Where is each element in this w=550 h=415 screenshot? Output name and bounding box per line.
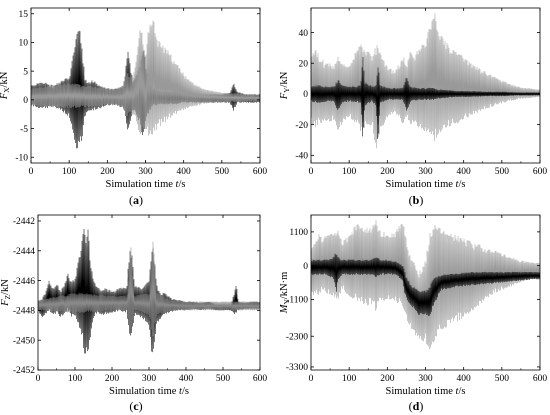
x-tick-label: 600 [253,167,268,177]
x-tick-label: 300 [418,374,433,384]
x-tick-label: 100 [68,374,83,384]
x-axis-label: Simulation time t/s [386,386,466,397]
x-tick-label: 600 [253,374,268,384]
y-tick-label: -2444 [13,247,35,257]
x-tick-label: 200 [105,374,120,384]
y-tick-label: -2446 [13,277,35,287]
panel-label: (c) [129,399,142,413]
y-axis-label: FX/kN [0,71,11,100]
chart-panel-a: 0 100 200 300 400 500 600 -10 -5 0 5 10 15 Simulation… [0,7,268,207]
x-tick-label: 300 [418,167,433,177]
y-tick-label: -3300 [286,363,308,373]
y-axis-label: FY/kN [279,71,291,100]
y-axis-label: FZ/kN [0,279,12,307]
chart-panel-c: 0 100 200 300 400 500 600 -2452 -2450 -2448 -2446 -… [0,214,268,413]
y-tick-label: -2448 [13,307,35,317]
x-tick-label: 500 [495,167,510,177]
x-tick-label: 100 [342,167,357,177]
y-tick-label: -2450 [13,336,35,346]
x-tick-label: 0 [309,374,314,384]
x-axis-label: Simulation time t/s [386,179,466,190]
plot-area [38,229,260,354]
y-tick-label: 0 [23,96,28,106]
panel-label: (b) [409,193,424,207]
chart-panel-d: 0 100 200 300 400 500 600 -3300 -2300 -1100 0 1100 S… [279,214,548,413]
y-axis-label: MY/kN·m [279,272,291,315]
x-tick-label: 100 [342,374,357,384]
x-axis-label: Simulation time t/s [109,386,189,397]
y-tick-label: -2442 [13,217,35,227]
panel-label: (d) [409,399,424,413]
y-tick-label: -2300 [286,332,308,342]
y-tick-label: 1100 [289,228,308,238]
x-tick-label: 0 [309,167,314,177]
x-axis-label: Simulation time t/s [106,179,186,190]
plot-area [31,20,260,149]
x-tick-label: 200 [380,374,395,384]
signal-series-0 [38,229,260,354]
x-tick-label: 0 [29,167,34,177]
x-tick-label: 100 [62,167,77,177]
x-tick-label: 500 [495,374,510,384]
y-tick-label: 10 [19,39,29,49]
x-tick-label: 0 [36,374,41,384]
x-tick-label: 400 [457,167,472,177]
x-tick-label: 200 [380,167,395,177]
y-tick-label: 40 [299,29,309,39]
x-tick-label: 400 [177,167,192,177]
x-tick-label: 300 [138,167,153,177]
y-tick-label: -1100 [286,296,308,306]
x-tick-label: 400 [457,374,472,384]
y-tick-label: 0 [303,90,308,100]
x-tick-label: 600 [533,374,548,384]
plot-area [311,220,540,350]
x-tick-label: 200 [100,167,115,177]
plot-frame [310,214,541,371]
signal-series-0 [311,220,540,350]
signal-series-0 [311,13,540,149]
signal-series-1 [31,20,260,136]
y-tick-label: -2452 [13,366,35,376]
y-tick-label: -40 [295,152,308,162]
plot-area [311,13,540,149]
y-tick-label: -20 [295,121,308,131]
x-tick-label: 500 [215,167,230,177]
y-tick-label: 20 [299,59,309,69]
y-tick-label: 15 [19,10,29,20]
panel-label: (a) [129,193,143,207]
y-tick-label: -10 [15,153,28,163]
chart-panel-b: 0 100 200 300 400 500 600 -40 -20 0 20 40 Simulation… [279,7,548,207]
y-tick-label: -5 [20,125,28,135]
x-tick-label: 300 [142,374,157,384]
x-tick-label: 600 [533,167,548,177]
y-tick-label: 5 [23,67,28,77]
y-tick-label: 0 [303,262,308,272]
x-tick-label: 500 [216,374,231,384]
x-tick-label: 400 [179,374,194,384]
